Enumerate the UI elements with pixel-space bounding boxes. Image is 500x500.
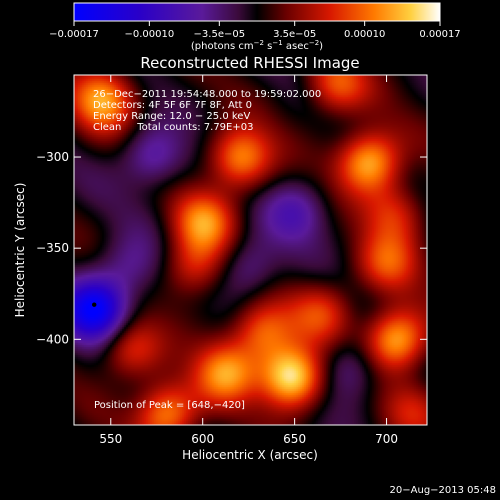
x-axis-label: Heliocentric X (arcsec) xyxy=(182,448,318,462)
y-tick-label: −350 xyxy=(36,241,69,255)
colorbar-gradient xyxy=(73,2,441,22)
annotation-counts: Clean Total counts: 7.79E+03 xyxy=(93,122,253,133)
annotation-block: 26−Dec−2011 19:54:48.000 to 19:59:02.000… xyxy=(93,89,321,133)
colorbar-tick-label: −0.00010 xyxy=(124,29,174,40)
colorbar-tick-label: 0.00017 xyxy=(419,29,460,40)
colorbar-tick-label: 3.5e−05 xyxy=(273,29,316,40)
colorbar-tick-label: 0.00010 xyxy=(344,29,385,40)
y-tick-label: −400 xyxy=(36,332,69,346)
heatmap-plot: 550 600 650 700 −300 −350 −400 xyxy=(36,74,428,446)
plot-frame xyxy=(73,74,428,426)
x-tick-label: 600 xyxy=(191,432,214,446)
colorbar-unit: (photons cm−2 s−1 asec−2) xyxy=(191,39,323,52)
annotation-energy: Energy Range: 12.0 − 25.0 keV xyxy=(93,111,250,122)
heatmap-image xyxy=(74,75,427,425)
colorbar: −0.00017 −0.00010 −3.5e−05 3.5e−05 0.00010 0.… xyxy=(49,2,461,52)
colorbar-tick-label: −0.00017 xyxy=(49,29,99,40)
timestamp: 20−Aug−2013 05:48 xyxy=(390,485,496,496)
y-axis-label: Heliocentric Y (arcsec) xyxy=(13,183,27,318)
annotation-time: 26−Dec−2011 19:54:48.000 to 19:59:02.000 xyxy=(93,89,321,100)
x-tick-label: 650 xyxy=(283,432,306,446)
chart-title: Reconstructed RHESSI Image xyxy=(140,54,359,72)
peak-position-label: Position of Peak = [648,−420] xyxy=(94,400,245,411)
colorbar-tick-label: −3.5e−05 xyxy=(194,29,246,40)
x-tick-label: 550 xyxy=(99,432,122,446)
colorbar-ticks: −0.00017 −0.00010 −3.5e−05 3.5e−05 0.00010 0.… xyxy=(49,21,461,40)
axis-ticks: 550 600 650 700 −300 −350 −400 xyxy=(36,75,427,446)
annotation-detectors: Detectors: 4F 5F 6F 7F 8F, Att 0 xyxy=(93,100,252,111)
peak-marker xyxy=(92,302,97,307)
y-tick-label: −300 xyxy=(36,150,69,164)
x-tick-label: 700 xyxy=(375,432,398,446)
